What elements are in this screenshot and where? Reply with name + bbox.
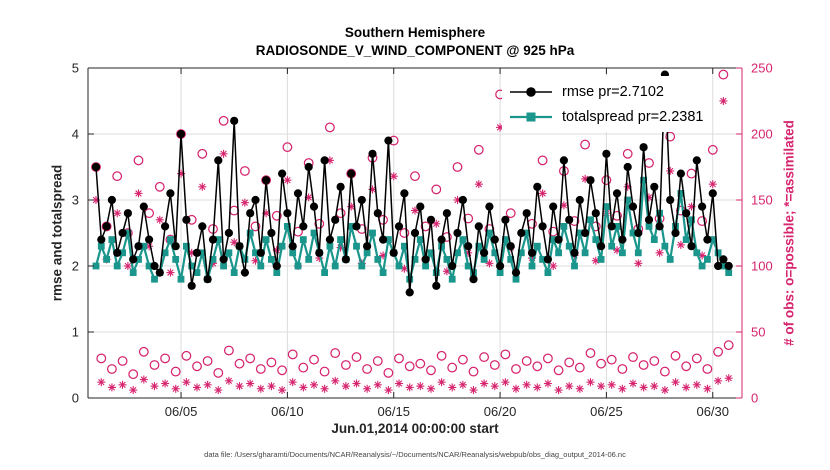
svg-text:2: 2 bbox=[72, 259, 79, 274]
svg-text:150: 150 bbox=[751, 193, 773, 208]
svg-text:4: 4 bbox=[72, 127, 79, 142]
chart-title-line1: Southern Hemisphere bbox=[344, 25, 486, 40]
legend-sample-totalspread bbox=[510, 112, 552, 121]
svg-text:5: 5 bbox=[72, 61, 79, 76]
legend-sample-rmse bbox=[510, 86, 552, 97]
svg-text:100: 100 bbox=[751, 259, 773, 274]
svg-text:3: 3 bbox=[72, 193, 79, 208]
svg-text:200: 200 bbox=[751, 127, 773, 142]
chart-title: Southern Hemisphere RADIOSONDE_V_WIND_CO… bbox=[0, 24, 830, 60]
svg-text:06/25: 06/25 bbox=[590, 404, 623, 419]
svg-text:1: 1 bbox=[72, 325, 79, 340]
svg-text:06/20: 06/20 bbox=[484, 404, 517, 419]
series-rmse bbox=[91, 70, 733, 297]
legend: rmse pr=2.7102 totalspread pr=2.2381 bbox=[502, 76, 710, 132]
svg-text:06/05: 06/05 bbox=[165, 404, 198, 419]
svg-text:06/30: 06/30 bbox=[696, 404, 729, 419]
svg-text:06/15: 06/15 bbox=[377, 404, 410, 419]
svg-text:250: 250 bbox=[751, 61, 773, 76]
y-axis-label-right: # of obs: o=possible; *=assimilated bbox=[781, 120, 797, 346]
svg-text:50: 50 bbox=[751, 325, 765, 340]
x-axis-label: Jun.01,2014 00:00:00 start bbox=[331, 421, 499, 436]
svg-text:0: 0 bbox=[751, 391, 758, 406]
chart-title-line2: RADIOSONDE_V_WIND_COMPONENT @ 925 hPa bbox=[255, 43, 575, 58]
legend-item-totalspread: totalspread pr=2.2381 bbox=[508, 104, 703, 129]
grid bbox=[88, 68, 742, 398]
y-axis-label-left: rmse and totalspread bbox=[49, 164, 65, 302]
svg-text:0: 0 bbox=[72, 391, 79, 406]
legend-item-rmse: rmse pr=2.7102 bbox=[508, 79, 703, 104]
data-file-caption: data file: /Users/gharamti/Documents/NCA… bbox=[204, 450, 626, 459]
legend-label-totalspread: totalspread pr=2.2381 bbox=[562, 108, 704, 125]
svg-text:06/10: 06/10 bbox=[271, 404, 304, 419]
legend-label-rmse: rmse pr=2.7102 bbox=[562, 83, 664, 100]
